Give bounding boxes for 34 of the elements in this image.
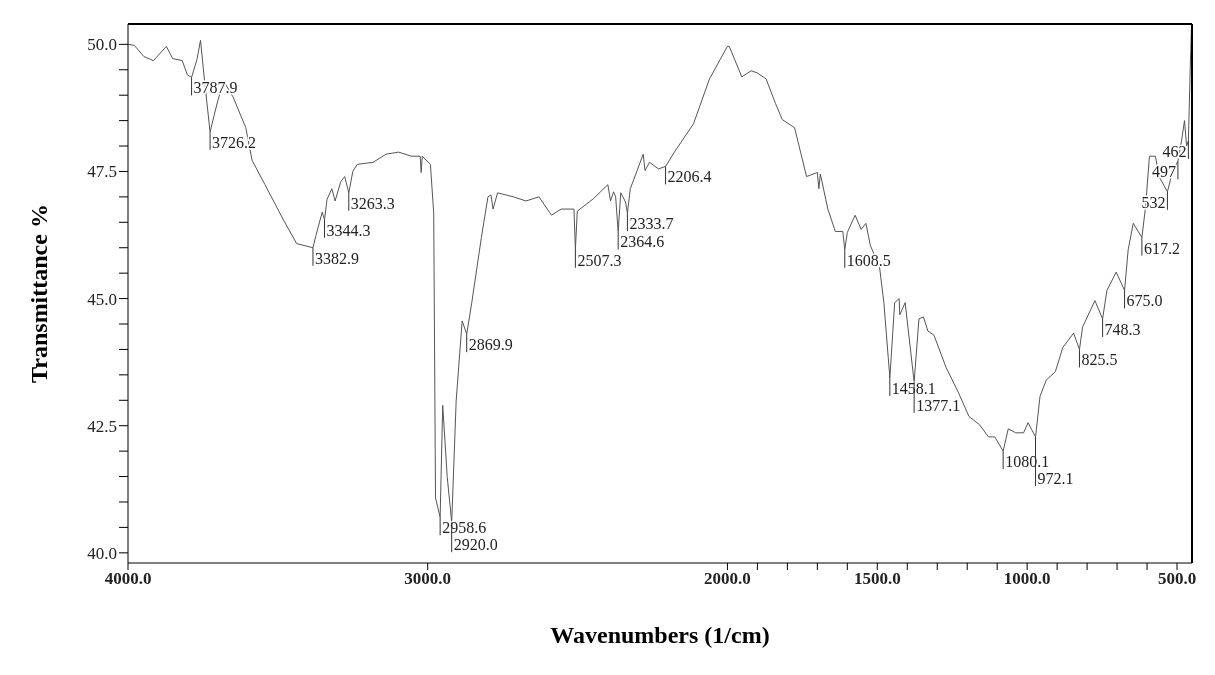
- annotation: 972.1: [1037, 470, 1074, 488]
- y-tick-label: 40.0: [87, 543, 117, 563]
- annotation: 675.0: [1126, 292, 1163, 310]
- x-axis-title: Wavenumbers (1/cm): [550, 622, 770, 648]
- annotation: 3726.2: [212, 133, 257, 151]
- annotation: 2507.3: [577, 251, 622, 269]
- x-tick-label: 4000.0: [104, 569, 152, 589]
- x-tick-label: 500.0: [1157, 569, 1197, 589]
- annotation: 748.3: [1104, 320, 1141, 338]
- annotation: 2333.7: [629, 215, 674, 233]
- annotation: 3382.9: [314, 249, 359, 267]
- y-tick-label: 42.5: [87, 416, 117, 436]
- annotation: 1377.1: [916, 396, 961, 414]
- y-axis-title: Transmittance %: [25, 204, 52, 383]
- x-tick-label: 1000.0: [1003, 569, 1051, 589]
- annotation: 3263.3: [350, 194, 395, 212]
- annotation: 3344.3: [326, 221, 371, 239]
- annotation: 3787.9: [193, 79, 238, 97]
- x-tick-label: 1500.0: [853, 569, 901, 589]
- x-tick-label: 3000.0: [404, 569, 452, 589]
- annotation: 2869.9: [468, 336, 513, 354]
- y-tick-label: 45.0: [87, 289, 117, 309]
- annotation: 532: [1141, 193, 1166, 211]
- annotation: 2206.4: [667, 168, 712, 186]
- annotation: 2920.0: [453, 536, 498, 554]
- annotation: 1608.5: [846, 251, 891, 269]
- annotation: 462: [1162, 142, 1187, 160]
- annotation: 2364.6: [620, 233, 665, 251]
- annotation: 825.5: [1081, 351, 1118, 369]
- annotation: 497: [1151, 163, 1176, 181]
- y-tick-label: 47.5: [87, 162, 117, 182]
- y-tick-label: 50.0: [87, 35, 117, 55]
- x-tick-label: 2000.0: [704, 569, 751, 589]
- annotation: 617.2: [1143, 239, 1180, 257]
